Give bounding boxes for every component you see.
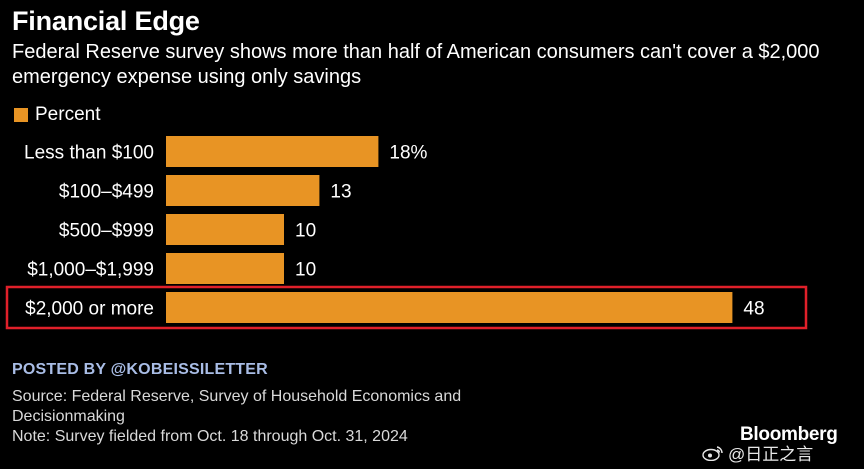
legend-label: Percent xyxy=(35,104,101,125)
value-label: 10 xyxy=(295,260,316,281)
bar xyxy=(166,292,733,323)
legend: Percent xyxy=(14,104,100,126)
value-label: 48 xyxy=(743,299,764,320)
bloomberg-logo: Bloomberg xyxy=(740,424,838,445)
value-label: 18% xyxy=(389,143,427,164)
bar xyxy=(166,175,320,206)
bar-chart: Less than $100 18% $100–$499 13 $500–$999 10 $… xyxy=(5,136,808,330)
legend-swatch xyxy=(14,108,28,122)
value-label: 13 xyxy=(330,182,351,203)
category-label: $100–$499 xyxy=(59,182,154,203)
survey-note: Note: Survey fielded from Oct. 18 throug… xyxy=(12,428,408,445)
category-label: $2,000 or more xyxy=(25,299,154,320)
category-label: $1,000–$1,999 xyxy=(27,260,154,281)
watermark: @日正之言 xyxy=(702,440,813,465)
highlight-box xyxy=(5,285,808,330)
weibo-icon xyxy=(702,445,723,461)
category-label: $500–$999 xyxy=(59,221,154,242)
chart-subtitle: Federal Reserve survey shows more than h… xyxy=(12,41,820,88)
chart-title: Financial Edge xyxy=(12,6,200,36)
bar xyxy=(166,253,284,284)
bar xyxy=(166,214,284,245)
source-note: Source: Federal Reserve, Survey of House… xyxy=(12,388,462,425)
bar xyxy=(166,136,379,167)
watermark-text: @日正之言 xyxy=(728,445,814,464)
posted-by: POSTED BY @KOBEISSILETTER xyxy=(12,361,268,378)
category-label: Less than $100 xyxy=(24,143,154,164)
value-label: 10 xyxy=(295,221,316,242)
